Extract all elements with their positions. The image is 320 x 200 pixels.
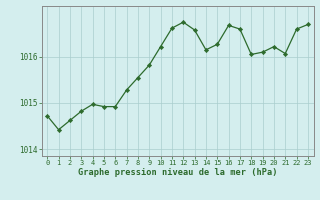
X-axis label: Graphe pression niveau de la mer (hPa): Graphe pression niveau de la mer (hPa) xyxy=(78,168,277,177)
